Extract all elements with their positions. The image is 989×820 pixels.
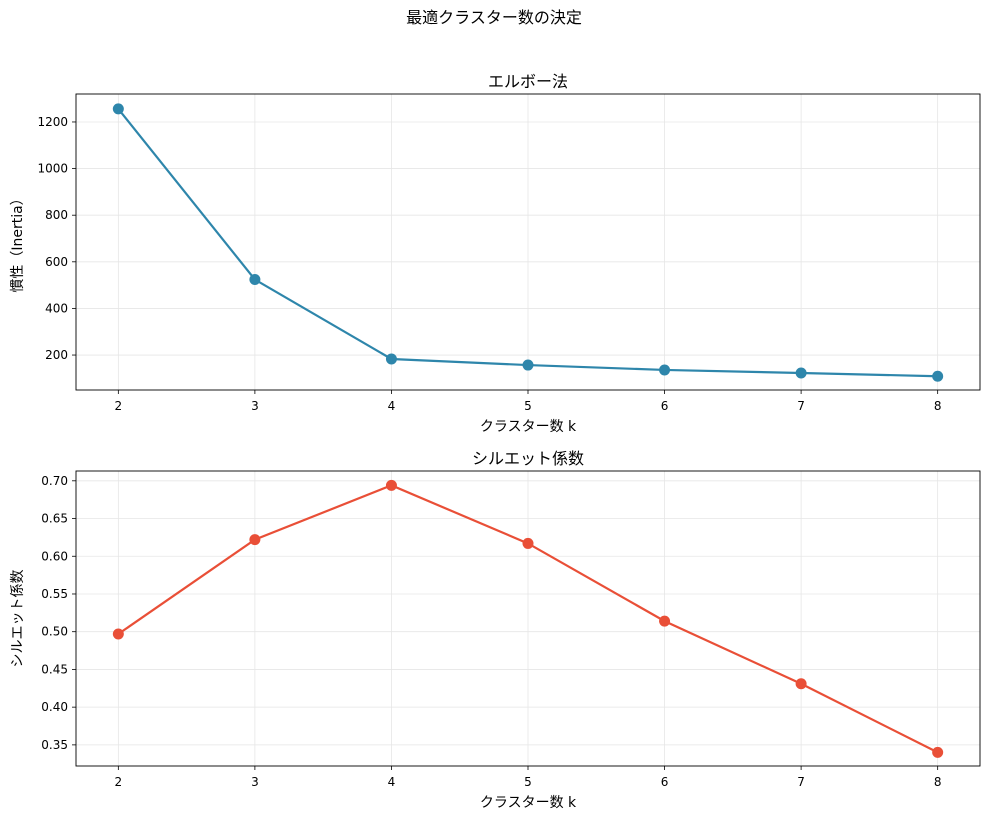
y-axis-label: 慣性（Inertia） [9,191,26,292]
x-tick-label: 3 [251,399,259,413]
data-point [795,678,807,690]
data-point [932,746,944,758]
data-point [249,534,261,546]
x-tick-label: 6 [661,399,669,413]
x-tick-label: 7 [797,775,805,789]
data-point [385,353,397,365]
x-tick-label: 3 [251,775,259,789]
y-tick-label: 800 [45,208,68,222]
y-tick-label: 0.55 [41,587,68,601]
y-tick-label: 200 [45,348,68,362]
y-tick-label: 600 [45,255,68,269]
x-tick-label: 5 [524,775,532,789]
x-tick-label: 6 [661,775,669,789]
data-point [659,364,671,376]
x-axis-label: クラスター数 k [480,795,577,811]
y-axis-label: シルエット係数 [10,570,26,668]
x-tick-label: 4 [388,399,396,413]
y-tick-label: 1200 [37,115,68,129]
data-point [932,370,944,382]
x-tick-label: 8 [934,399,942,413]
data-point [385,479,397,491]
subplot-2: 2 3 4 5 6 7 8 0.35 0.40 0.45 0.50 0.55 0.60 0.65 0.70 シ… [10,449,981,811]
y-tick-label: 0.50 [41,625,68,639]
y-tick-label: 0.65 [41,512,68,526]
data-point [112,103,124,115]
data-point [795,367,807,379]
y-tick-label: 1000 [37,162,68,176]
axes-frame [75,93,981,391]
figure-suptitle: 最適クラスター数の決定 [406,8,582,27]
y-tick-label: 0.70 [41,474,68,488]
data-point [659,615,671,627]
data-point [249,274,261,286]
axes-frame [75,470,981,767]
x-tick-label: 4 [388,775,396,789]
x-tick-label: 2 [115,775,123,789]
x-tick-label: 7 [797,399,805,413]
y-tick-label: 400 [45,301,68,315]
x-axis-label: クラスター数 k [480,419,577,435]
y-tick-label: 0.40 [41,700,68,714]
y-tick-label: 0.45 [41,662,68,676]
data-point [522,359,534,371]
y-tick-label: 0.60 [41,549,68,563]
data-point [112,628,124,640]
subplot-title: シルエット係数 [472,449,584,468]
x-tick-label: 8 [934,775,942,789]
data-point [522,537,534,549]
subplot-title: エルボー法 [488,72,568,91]
x-tick-label: 5 [524,399,532,413]
y-tick-label: 0.35 [41,738,68,752]
x-tick-label: 2 [115,399,123,413]
